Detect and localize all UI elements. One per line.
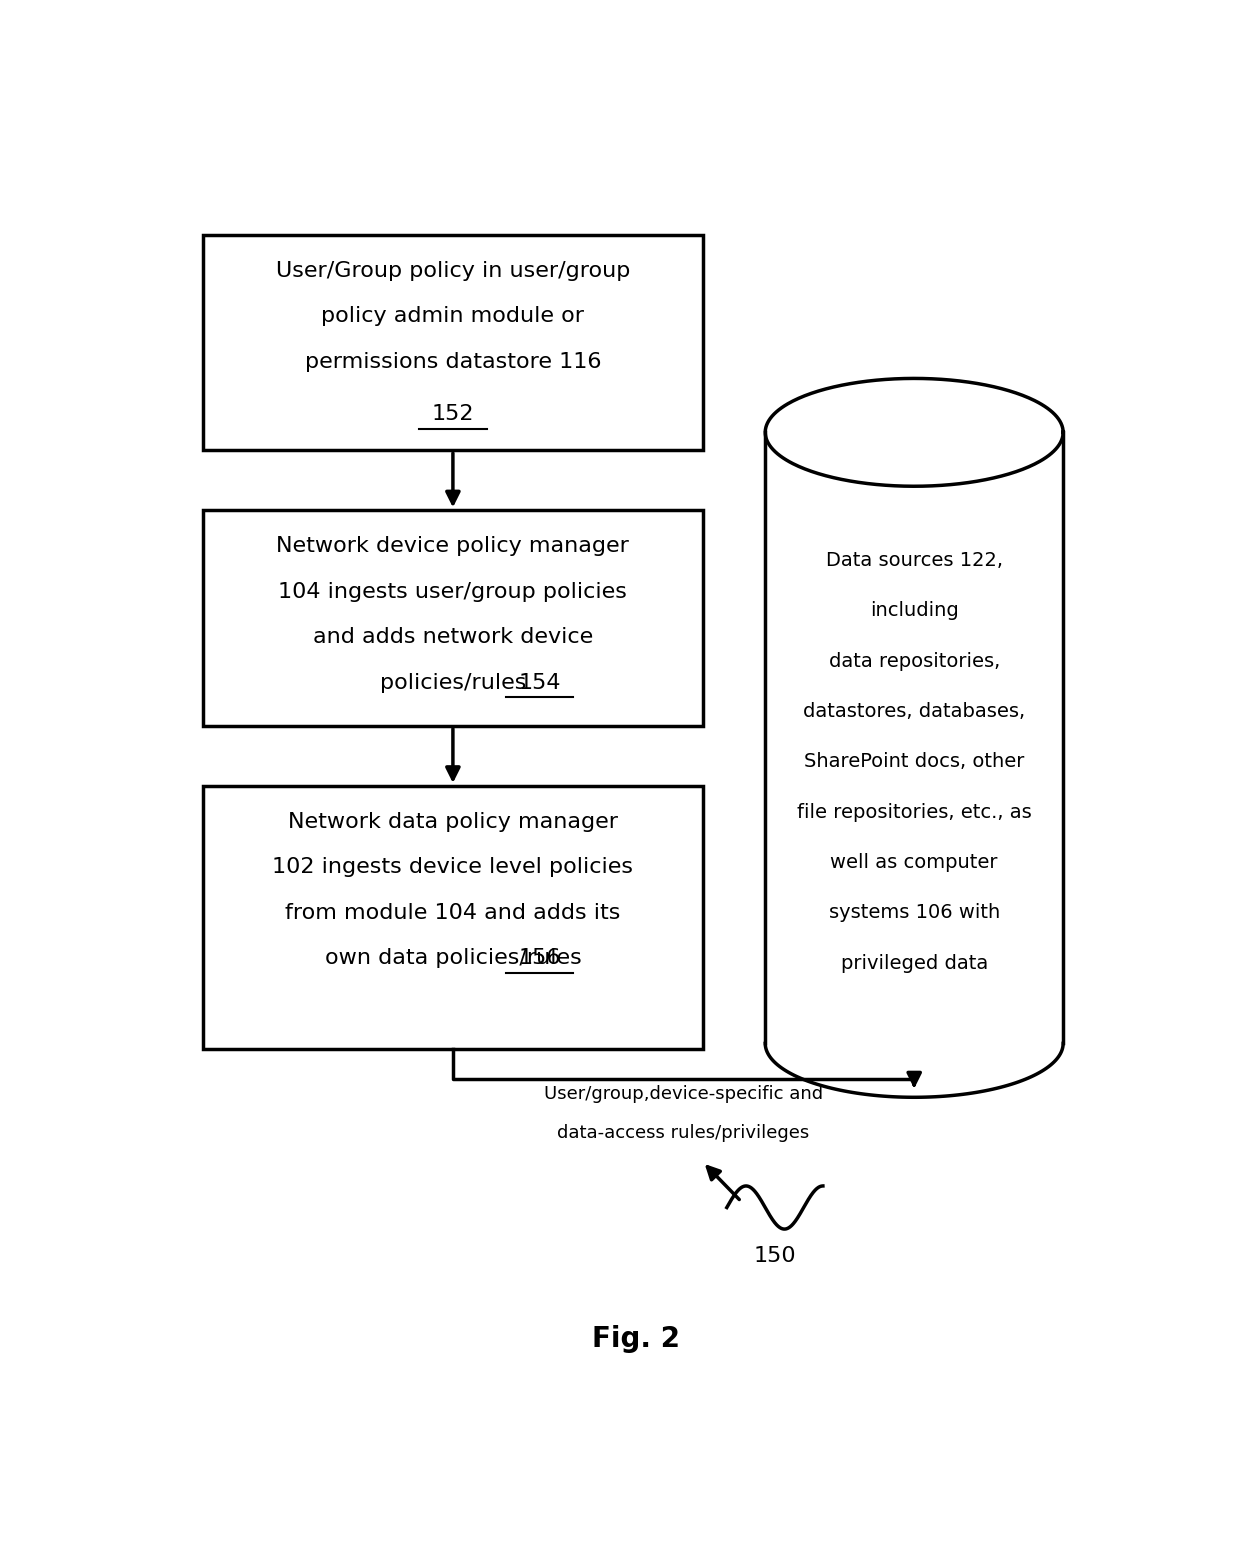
FancyBboxPatch shape — [203, 510, 703, 725]
Text: systems 106 with: systems 106 with — [828, 904, 999, 923]
Text: Data sources 122,: Data sources 122, — [826, 551, 1003, 569]
Text: policies/rules: policies/rules — [379, 672, 526, 692]
Text: SharePoint docs, other: SharePoint docs, other — [804, 752, 1024, 772]
Text: 102 ingests device level policies: 102 ingests device level policies — [273, 857, 634, 878]
Text: policy admin module or: policy admin module or — [321, 307, 584, 327]
Text: Network device policy manager: Network device policy manager — [277, 537, 630, 555]
Text: 104 ingests user/group policies: 104 ingests user/group policies — [279, 582, 627, 602]
Text: privileged data: privileged data — [841, 954, 988, 972]
Text: from module 104 and adds its: from module 104 and adds its — [285, 902, 620, 923]
Text: Network data policy manager: Network data policy manager — [288, 812, 618, 832]
Text: including: including — [869, 601, 959, 621]
Text: datastores, databases,: datastores, databases, — [804, 702, 1025, 720]
FancyBboxPatch shape — [203, 235, 703, 450]
FancyBboxPatch shape — [203, 786, 703, 1049]
Text: data-access rules/privileges: data-access rules/privileges — [558, 1123, 810, 1142]
Text: 154: 154 — [518, 672, 560, 692]
FancyBboxPatch shape — [765, 433, 1063, 1044]
Text: own data policies/rules: own data policies/rules — [325, 948, 582, 968]
Text: data repositories,: data repositories, — [828, 652, 999, 671]
Text: file repositories, etc., as: file repositories, etc., as — [797, 803, 1032, 822]
Text: 156: 156 — [518, 948, 560, 968]
Text: Fig. 2: Fig. 2 — [591, 1326, 680, 1354]
Ellipse shape — [765, 378, 1063, 487]
Text: User/group,device-specific and: User/group,device-specific and — [544, 1086, 823, 1103]
Text: well as computer: well as computer — [831, 853, 998, 871]
Text: 150: 150 — [754, 1246, 796, 1267]
Text: 152: 152 — [432, 405, 474, 425]
Text: permissions datastore 116: permissions datastore 116 — [305, 352, 601, 372]
Text: and adds network device: and adds network device — [312, 627, 593, 647]
Text: User/Group policy in user/group: User/Group policy in user/group — [275, 260, 630, 280]
